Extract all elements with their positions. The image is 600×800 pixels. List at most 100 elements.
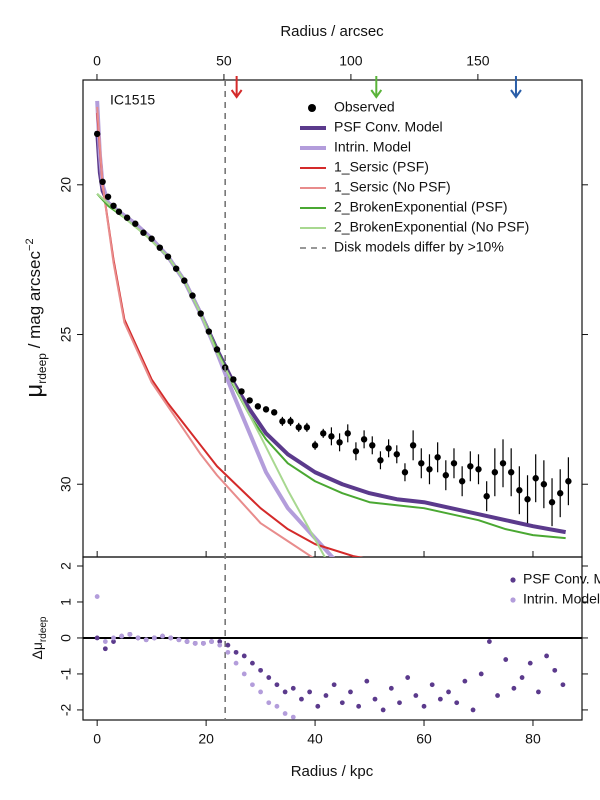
residual-point bbox=[437, 696, 443, 702]
observed-point bbox=[104, 193, 112, 200]
y-tick-label: 20 bbox=[58, 177, 74, 193]
observed-point bbox=[254, 403, 262, 410]
observed-point bbox=[132, 220, 139, 227]
observed-point bbox=[287, 418, 294, 425]
residual-point bbox=[151, 635, 157, 641]
residual-point bbox=[250, 660, 255, 666]
residual-point bbox=[364, 678, 370, 684]
observed-point bbox=[181, 277, 188, 284]
arrow bbox=[230, 76, 243, 99]
x-axis-title: Radius / kpc bbox=[291, 763, 374, 780]
residual-point bbox=[388, 685, 394, 691]
annotation: IC1515 bbox=[110, 92, 155, 108]
observed-point bbox=[483, 493, 490, 500]
observed-point bbox=[352, 448, 360, 455]
model-line bbox=[95, 100, 335, 557]
observed-point bbox=[557, 490, 564, 497]
y-axis-title-text: / mag arcsec bbox=[25, 250, 44, 353]
residual-point bbox=[135, 635, 141, 641]
y-tick-label: -1 bbox=[58, 668, 74, 681]
observed-point bbox=[467, 463, 474, 470]
residual-point bbox=[119, 633, 125, 639]
residual-point bbox=[478, 671, 484, 677]
residual-point bbox=[258, 689, 263, 695]
plot-area bbox=[93, 100, 572, 557]
legend-label: Intrin. Model bbox=[334, 139, 411, 155]
residual-point bbox=[127, 631, 133, 637]
legend-label: PSF Conv. Model bbox=[334, 119, 443, 135]
residual-point bbox=[192, 640, 198, 646]
observed-point bbox=[189, 292, 196, 299]
residual-point bbox=[250, 682, 255, 688]
observed-point bbox=[418, 460, 425, 467]
observed-point bbox=[385, 445, 392, 452]
residual-point bbox=[462, 678, 468, 684]
observed-point bbox=[311, 442, 319, 449]
observed-point bbox=[271, 409, 278, 416]
residual-point bbox=[290, 714, 296, 720]
legend-label: Observed bbox=[334, 99, 395, 115]
observed-point bbox=[115, 208, 123, 215]
residual-point bbox=[372, 696, 378, 702]
residual-point bbox=[241, 653, 247, 659]
legend-marker bbox=[510, 577, 516, 583]
residual-point bbox=[405, 675, 411, 680]
top-tick-label: 150 bbox=[466, 53, 490, 69]
observed-point bbox=[565, 478, 572, 485]
residual-point bbox=[429, 682, 435, 688]
y-axis-title: μrdeep / mag arcsec−2 bbox=[21, 238, 49, 397]
residual-point bbox=[209, 639, 214, 644]
observed-point bbox=[516, 487, 523, 494]
observed-point bbox=[246, 397, 253, 404]
legend-label: Disk models differ by >10% bbox=[334, 239, 504, 255]
legend-label: 2_BrokenExponential (PSF) bbox=[334, 199, 508, 215]
residual-point bbox=[233, 660, 239, 666]
residual-point bbox=[421, 703, 427, 709]
observed-point bbox=[524, 496, 531, 503]
legend-label: PSF Conv. Model bbox=[523, 571, 600, 587]
residual-point bbox=[503, 657, 509, 662]
x-tick-label: 60 bbox=[416, 731, 432, 747]
observed-point bbox=[279, 418, 286, 425]
residual-point bbox=[446, 689, 451, 695]
residual-point bbox=[184, 639, 190, 644]
residual-point bbox=[111, 639, 116, 644]
model-line bbox=[96, 193, 326, 557]
arrow bbox=[370, 76, 383, 99]
y-axis-title-symbol: μ bbox=[21, 384, 48, 398]
residual-point bbox=[282, 689, 288, 695]
residual-point bbox=[413, 693, 419, 698]
residual-point bbox=[176, 637, 182, 643]
residual-point bbox=[282, 711, 288, 716]
residual-y-axis-title: Δμrdeep bbox=[29, 616, 49, 659]
residual-point bbox=[266, 675, 272, 680]
y-axis-title-sup: −2 bbox=[24, 238, 36, 251]
y-tick-label: 25 bbox=[58, 327, 74, 343]
residual-point bbox=[200, 640, 206, 646]
legend-label: 1_Sersic (No PSF) bbox=[334, 179, 451, 195]
observed-point bbox=[499, 460, 507, 467]
residual-point bbox=[160, 633, 165, 639]
observed-point bbox=[434, 454, 441, 461]
observed-point bbox=[262, 406, 270, 413]
residual-point bbox=[356, 703, 362, 709]
residual-point bbox=[348, 689, 353, 695]
legend-label: 1_Sersic (PSF) bbox=[334, 159, 429, 175]
observed-point bbox=[328, 433, 335, 440]
residual-point bbox=[544, 653, 549, 659]
residual-point bbox=[454, 700, 460, 706]
residual-point bbox=[225, 649, 231, 655]
observed-point bbox=[475, 466, 482, 473]
y-tick-label: 30 bbox=[58, 476, 74, 492]
residual-point bbox=[560, 682, 566, 688]
observed-point bbox=[303, 424, 311, 431]
residual-point bbox=[519, 675, 525, 680]
residual-point bbox=[258, 667, 263, 673]
residual-point bbox=[94, 594, 100, 599]
observed-point bbox=[450, 460, 458, 467]
observed-point bbox=[164, 253, 172, 260]
model-line bbox=[96, 106, 314, 557]
observed-point bbox=[295, 424, 302, 431]
plot-area bbox=[94, 594, 566, 720]
observed-point bbox=[123, 214, 131, 221]
